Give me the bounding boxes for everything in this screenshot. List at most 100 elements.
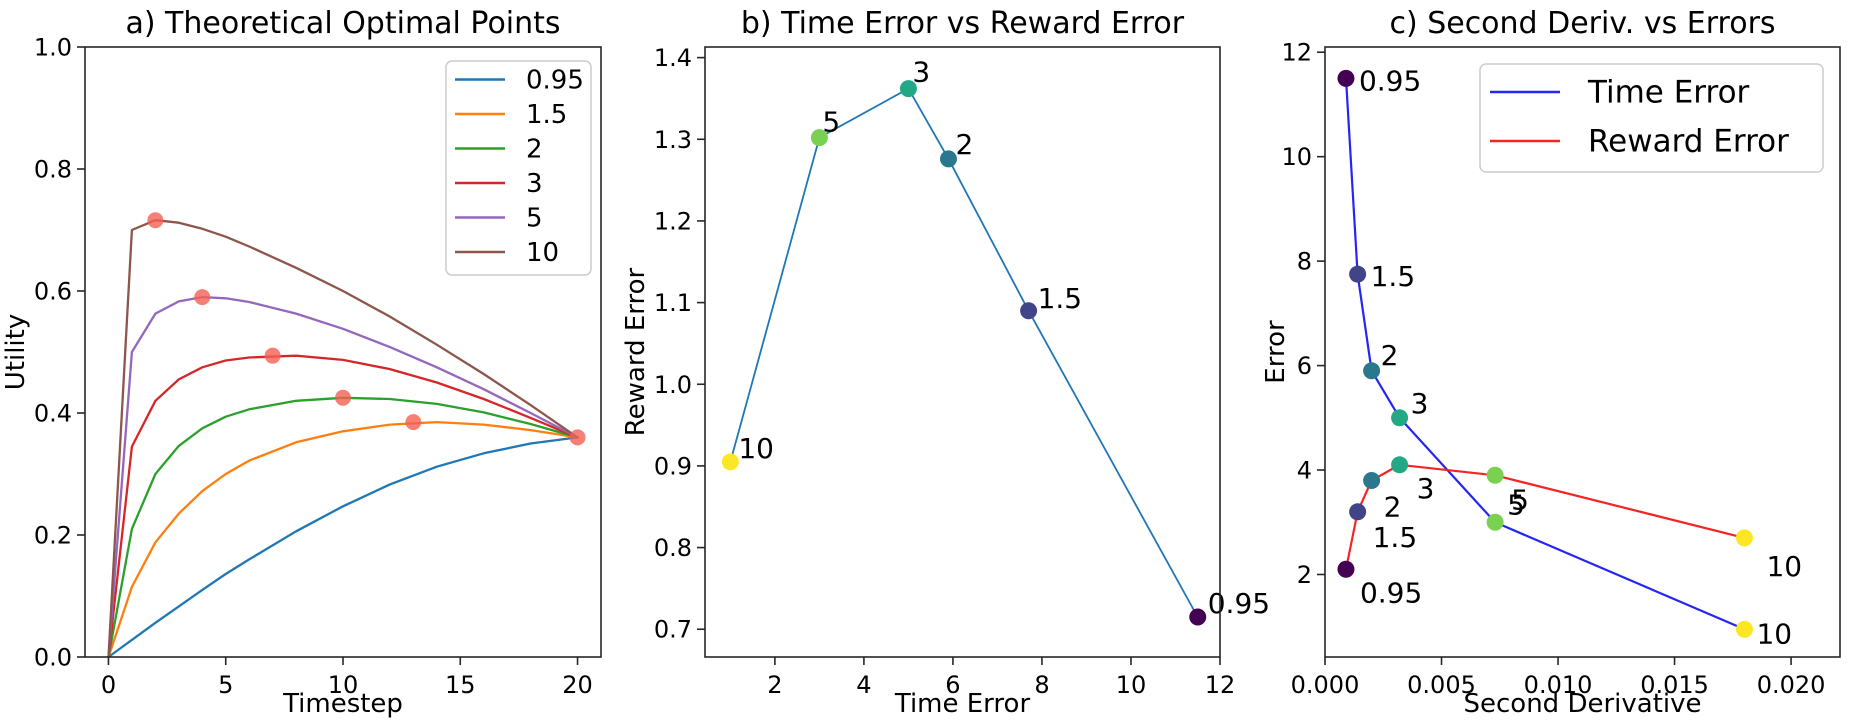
optimal-point-marker: [405, 414, 422, 431]
data-point-2: [939, 150, 957, 168]
y-axis-label: Error: [1261, 320, 1291, 384]
data-point-2: [1363, 471, 1381, 489]
x-axis-label: Time Error: [894, 689, 1031, 719]
legend: 0.95 1.5 2 3 5 10: [445, 60, 592, 276]
y-tick-label: 12: [1281, 39, 1312, 67]
axes-spines: [84, 46, 602, 658]
y-tick-label: 10: [1281, 143, 1312, 171]
x-tick-label: 20: [562, 671, 593, 699]
x-tick-label: 2: [767, 671, 782, 699]
x-tick-label: 0: [101, 671, 116, 699]
x-tick-label: 8: [1034, 671, 1049, 699]
y-tick-label: 1.2: [654, 207, 692, 235]
point-label: 1.5: [1038, 282, 1083, 315]
axes-spines: [704, 46, 1221, 658]
legend-label: 0.95: [526, 65, 584, 95]
data-point-5: [1486, 466, 1504, 484]
y-tick-label: 2: [1297, 561, 1312, 589]
line-reward-error: [1344, 463, 1746, 571]
point-label: 3: [912, 56, 930, 89]
data-point-10: [1735, 529, 1753, 547]
y-axis-label: Reward Error: [621, 267, 651, 436]
y-tick-label: 1.1: [654, 289, 692, 317]
optimal-point-marker: [147, 212, 164, 229]
legend-label: Time Error: [1587, 75, 1750, 111]
error-tradeoff-line: [729, 87, 1199, 618]
data-point-5: [1486, 513, 1504, 531]
point-label: 2: [1384, 490, 1402, 523]
x-tick-label: 10: [328, 671, 359, 699]
y-tick-label: 4: [1297, 457, 1312, 485]
legend-label: 3: [526, 169, 543, 199]
legend-label: 1.5: [526, 100, 567, 130]
x-tick-label: 0.020: [1757, 671, 1826, 699]
optimal-point-marker: [194, 289, 211, 306]
data-point-3: [1391, 409, 1409, 427]
data-point-1.5: [1349, 265, 1367, 283]
y-tick-label: 0.7: [654, 616, 692, 644]
panel-title: a) Theoretical Optimal Points: [125, 6, 560, 41]
line-time-error: [1344, 77, 1746, 631]
x-tick-label: 12: [1205, 671, 1236, 699]
point-label: 10: [1756, 617, 1792, 650]
y-tick-label: 6: [1297, 352, 1312, 380]
y-tick-label: 0.0: [34, 644, 72, 672]
panel-title: b) Time Error vs Reward Error: [741, 6, 1185, 41]
curve-1.5: [107, 420, 579, 659]
y-tick-label: 1.0: [34, 34, 72, 62]
point-label: 0.95: [1359, 64, 1421, 97]
x-axis-label: Timestep: [282, 689, 403, 719]
point-label: 1.5: [1371, 260, 1416, 293]
panel-title: c) Second Deriv. vs Errors: [1389, 6, 1775, 41]
y-tick-label: 0.9: [654, 452, 692, 480]
point-label: 10: [738, 432, 774, 465]
x-tick-label: 0.015: [1640, 671, 1709, 699]
point-label: 0.95: [1360, 576, 1422, 609]
x-tick-label: 6: [945, 671, 960, 699]
point-label: 3: [1417, 472, 1435, 505]
y-tick-label: 8: [1297, 248, 1312, 276]
x-tick-label: 15: [445, 671, 476, 699]
y-tick-label: 0.2: [34, 522, 72, 550]
data-point-3: [1391, 456, 1409, 474]
curve-2: [107, 396, 579, 659]
point-label: 2: [1381, 339, 1399, 372]
point-label: 2: [955, 128, 973, 161]
axes-spines: [1324, 46, 1841, 658]
y-tick-label: 0.4: [34, 400, 72, 428]
point-label: 3: [1411, 387, 1429, 420]
point-label: 0.95: [1208, 587, 1270, 620]
x-tick-label: 0.010: [1524, 671, 1593, 699]
y-tick-label: 0.8: [654, 534, 692, 562]
point-label: 5: [1511, 483, 1529, 516]
data-point-1.5: [1349, 503, 1367, 521]
x-tick-label: 0.005: [1407, 671, 1476, 699]
y-tick-label: 0.6: [34, 278, 72, 306]
panel-a: 0 5 10 15 20 0.0 0.2 0.4 0.6 0.8 1.0 a) Theoretical…: [1, 6, 602, 719]
data-point-0.95: [1337, 560, 1355, 578]
point-label: 5: [822, 106, 840, 139]
x-axis-label: Second Derivative: [1464, 689, 1702, 719]
data-point-10: [1735, 620, 1753, 638]
x-tick-label: 0.000: [1291, 671, 1360, 699]
x-tick-label: 4: [856, 671, 871, 699]
curve-10: [107, 219, 579, 659]
optimal-point-marker: [335, 389, 351, 406]
legend-label: 5: [526, 203, 543, 233]
data-point-2: [1363, 362, 1381, 380]
curve-0.95: [107, 436, 579, 659]
point-label: 1.5: [1373, 521, 1418, 554]
legend: Time Error Reward Error: [1479, 63, 1824, 173]
y-axis-label: Utility: [1, 314, 31, 390]
data-point-10: [721, 453, 739, 471]
y-tick-label: 1.3: [654, 126, 692, 154]
panel-b: 10 5 3 2 1.5 0.95 2 4 6 8 10 12 0.7 0.8 0.9 1.0 1.1 1.2 1.…: [621, 6, 1270, 719]
legend-label: 2: [526, 134, 543, 164]
optimal-point-marker: [569, 429, 586, 446]
curve-5: [107, 295, 579, 659]
optimal-point-marker: [264, 347, 281, 364]
data-point-0.95: [1337, 69, 1355, 87]
data-point-5: [810, 129, 828, 147]
